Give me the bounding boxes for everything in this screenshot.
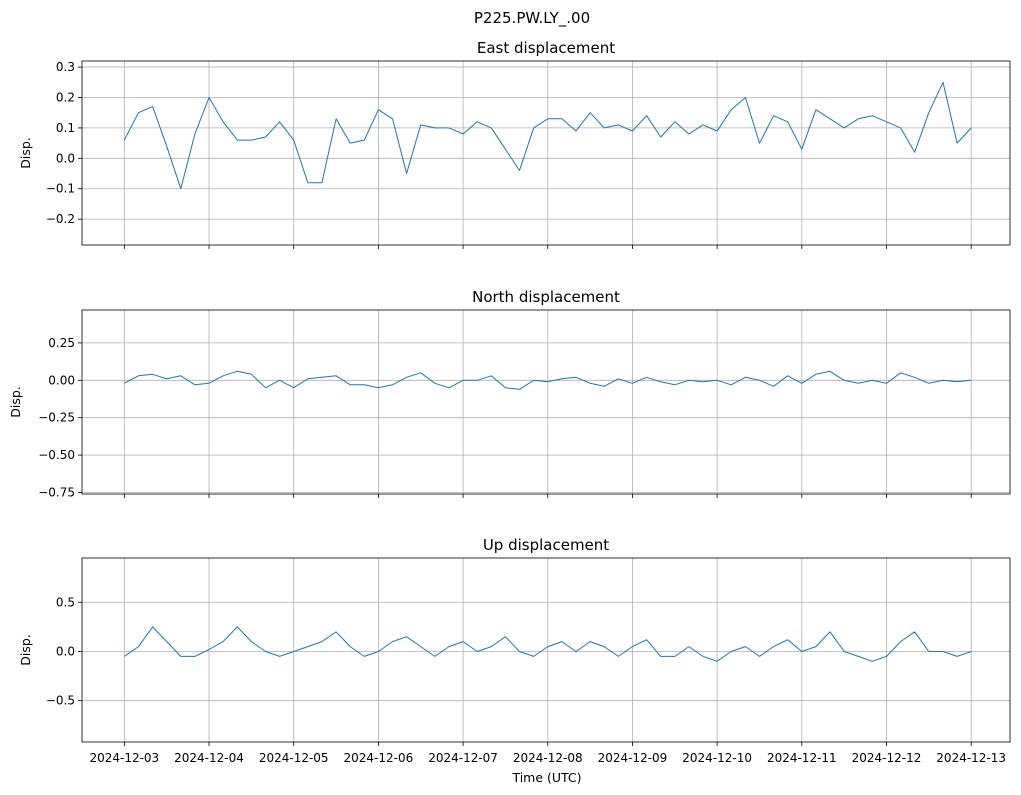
y-tick-label: −0.5 <box>46 694 75 708</box>
x-tick-label: 2024-12-04 <box>174 751 244 765</box>
y-axis-label: Disp. <box>18 634 33 666</box>
panel-title: East displacement <box>477 39 615 57</box>
series-line <box>124 370 972 390</box>
y-tick-label: −0.25 <box>38 411 75 425</box>
y-axis-label: Disp. <box>8 386 23 418</box>
y-tick-label: −0.50 <box>38 448 75 462</box>
panel-0: −0.2 −0.1 0.0 0.1 0.2 0.3 East displacement Dis… <box>18 39 1011 249</box>
x-tick-label: 2024-12-05 <box>259 751 329 765</box>
y-axis-label: Disp. <box>18 137 33 169</box>
x-tick-label: 2024-12-11 <box>767 751 837 765</box>
series-line <box>123 81 972 190</box>
y-tick-label: 0.1 <box>56 121 75 135</box>
y-tick-label: −0.75 <box>38 486 75 500</box>
panel-title: North displacement <box>472 288 620 306</box>
axes-frame <box>81 557 1011 743</box>
y-tick-label: 0.2 <box>56 90 75 104</box>
figure-title: P225.PW.LY_.00 <box>474 9 590 28</box>
y-tick-label: 0.5 <box>56 595 75 609</box>
y-tick-label: −0.2 <box>46 212 75 226</box>
series-line <box>124 626 972 662</box>
x-tick-label: 2024-12-08 <box>513 751 583 765</box>
y-tick-label: 0.0 <box>56 644 75 658</box>
x-tick-label: 2024-12-06 <box>344 751 414 765</box>
y-tick-label: 0.3 <box>56 60 75 74</box>
x-tick-label: 2024-12-09 <box>598 751 668 765</box>
panel-1: −0.75 −0.50 −0.25 0.00 0.25 North displacemen… <box>8 288 1011 500</box>
x-tick-label: 2024-12-03 <box>89 751 159 765</box>
x-axis-label: Time (UTC) <box>511 770 581 785</box>
panel-2: 2024-12-03 2024-12-04 2024-12-05 2024-12-06… <box>18 536 1011 765</box>
x-tick-label: 2024-12-10 <box>682 751 752 765</box>
y-tick-label: 0.0 <box>56 151 75 165</box>
y-tick-label: 0.00 <box>48 373 75 387</box>
x-tick-label: 2024-12-13 <box>936 751 1006 765</box>
x-tick-label: 2024-12-12 <box>852 751 922 765</box>
x-tick-label: 2024-12-07 <box>428 751 498 765</box>
axes-frame <box>81 309 1011 495</box>
y-tick-label: 0.25 <box>48 336 75 350</box>
axes-frame <box>81 60 1011 246</box>
y-tick-label: −0.1 <box>46 182 75 196</box>
panel-title: Up displacement <box>483 536 609 554</box>
panels: −0.2 −0.1 0.0 0.1 0.2 0.3 East displacement Dis… <box>8 39 1011 765</box>
